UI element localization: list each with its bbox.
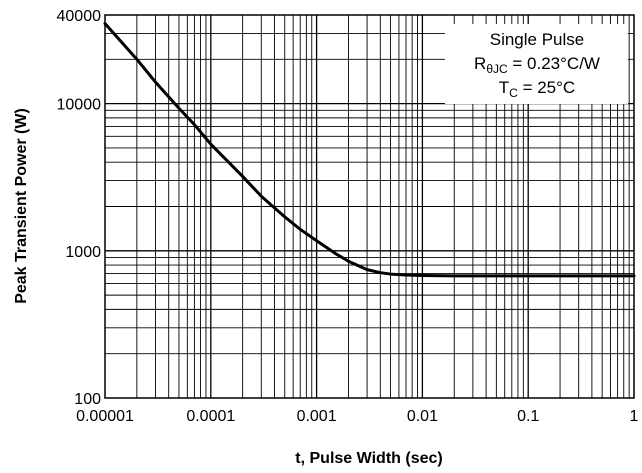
x-tick-label: 0.001 (297, 408, 337, 425)
annotation-box: Single Pulse RθJC = 0.23°C/W TC = 25°C (445, 24, 628, 104)
annotation-line3-main: T (499, 78, 509, 97)
annotation-line2-sub: θJC (486, 62, 508, 76)
annotation-line2-main: R (474, 54, 486, 73)
y-tick-labels: 100 1000 10000 40000 (57, 8, 102, 408)
y-tick-label: 40000 (57, 8, 102, 25)
y-axis-title: Peak Transient Power (W) (13, 108, 30, 304)
x-tick-label: 0.01 (407, 408, 438, 425)
grid (105, 15, 634, 398)
annotation-line1: Single Pulse (490, 30, 585, 49)
y-tick-label: 100 (74, 391, 101, 408)
x-tick-label: 0.00001 (76, 408, 134, 425)
y-tick-label: 10000 (57, 97, 102, 114)
y-tick-label: 1000 (65, 244, 101, 261)
plot-frame (104, 14, 635, 399)
annotation-line2-rest: = 0.23°C/W (508, 54, 600, 73)
x-tick-label: 0.1 (517, 408, 539, 425)
x-axis-title: t, Pulse Width (sec) (295, 450, 442, 467)
x-tick-label: 1 (630, 408, 639, 425)
x-tick-label: 0.0001 (186, 408, 235, 425)
annotation-line3-rest: = 25°C (518, 78, 575, 97)
annotation-line3: TC = 25°C (499, 78, 575, 100)
annotation-line2: RθJC = 0.23°C/W (474, 54, 600, 76)
series-line (103, 22, 636, 278)
annotation-line3-sub: C (509, 86, 518, 100)
x-tick-labels: 0.00001 0.0001 0.001 0.01 0.1 1 (76, 408, 638, 425)
